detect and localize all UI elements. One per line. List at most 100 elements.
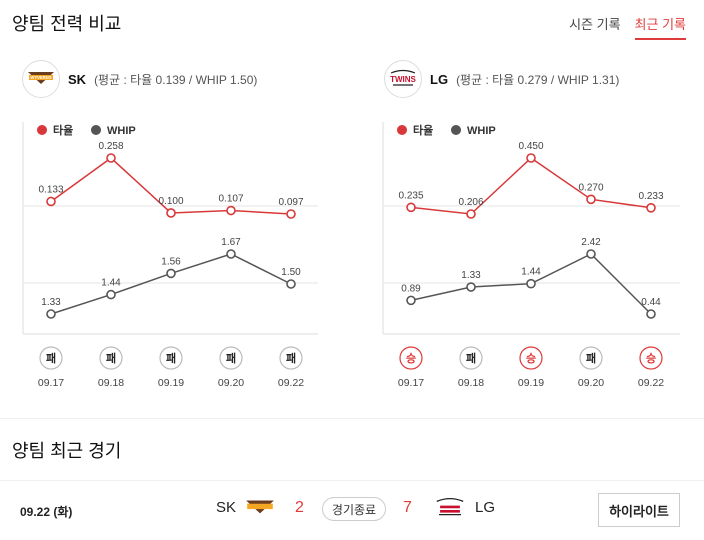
loss-badge	[279, 346, 303, 370]
x-tick-label: 09.22	[638, 377, 664, 389]
avg-point	[46, 196, 56, 207]
x-tick-label: 09.17	[38, 377, 64, 389]
whip-data-label: 1.67	[221, 237, 241, 248]
team-name: LG	[430, 71, 449, 87]
x-tick-label: 09.18	[458, 377, 484, 389]
whip-point	[586, 249, 596, 259]
result-label: 패	[466, 351, 476, 365]
legend-avg-swatch	[37, 125, 47, 135]
avg-point	[106, 153, 116, 163]
svg-text:TWINS: TWINS	[390, 75, 416, 84]
game-date: 09.22 (화)	[20, 505, 73, 519]
whip-data-label: 1.56	[161, 256, 181, 267]
x-tick-label: 09.20	[578, 377, 604, 389]
avg-data-label: 0.097	[278, 197, 303, 208]
lg-recent-chart: 타율 WHIP 0.235 0.206 0.450 0.270 0.233 0.89 1.33 1…	[382, 122, 680, 389]
result-label: 승	[646, 352, 656, 365]
avg-point	[286, 209, 296, 219]
game-status-badge: 경기종료	[322, 497, 386, 521]
avg-data-label: 0.107	[218, 194, 243, 205]
whip-data-label: 2.42	[581, 237, 601, 248]
whip-data-label: 1.44	[101, 278, 121, 289]
legend-whip-label: WHIP	[467, 125, 496, 137]
legend-avg-swatch	[397, 125, 407, 135]
avg-point	[406, 202, 416, 213]
result-label: 패	[286, 351, 296, 365]
result-label: 승	[526, 352, 536, 365]
result-label: 패	[166, 351, 176, 365]
avg-data-label: 0.133	[38, 184, 63, 195]
avg-point	[166, 208, 176, 218]
whip-point	[406, 295, 416, 306]
win-badge	[399, 346, 423, 370]
lg-logo: TWINS	[384, 60, 422, 98]
loss-badge	[219, 346, 243, 370]
wyverns-logo-icon: WYVERNS	[28, 72, 54, 84]
result-label: 패	[226, 351, 236, 365]
sk-logo: WYVERNS	[22, 60, 60, 98]
team-name: SK	[68, 71, 87, 87]
team-average: (평균 : 타율 0.279 / WHIP 1.31)	[456, 72, 620, 87]
whip-data-label: 1.44	[521, 267, 541, 278]
whip-point	[46, 309, 56, 319]
whip-point	[526, 278, 536, 289]
x-tick-label: 09.18	[98, 377, 124, 389]
legend-avg-label: 타율	[413, 123, 433, 137]
x-tick-label: 09.19	[158, 377, 184, 389]
avg-data-label: 0.233	[638, 191, 663, 202]
team-header-sk: WYVERNS SK (평균 : 타율 0.139 / WHIP 1.50)	[22, 60, 257, 98]
win-badge	[639, 346, 663, 370]
section-divider	[0, 418, 704, 419]
legend-whip-swatch	[451, 125, 461, 135]
tab-season[interactable]: 시즌 기록	[569, 17, 621, 32]
whip-point	[466, 282, 476, 292]
avg-data-label: 0.258	[98, 141, 123, 152]
legend-avg-label: 타율	[53, 123, 73, 137]
avg-point	[466, 209, 476, 219]
avg-data-label: 0.450	[518, 141, 543, 152]
avg-point	[646, 203, 656, 213]
whip-data-label: 1.33	[461, 270, 481, 281]
away-team-logo	[244, 497, 276, 524]
svg-text:WYVERNS: WYVERNS	[30, 75, 51, 80]
avg-point	[586, 194, 596, 205]
avg-point	[226, 205, 236, 216]
home-team-name: LG	[475, 499, 496, 516]
loss-badge	[579, 346, 603, 370]
whip-point	[226, 249, 236, 259]
loss-badge	[159, 346, 183, 370]
x-tick-label: 09.22	[278, 377, 304, 389]
result-label: 승	[406, 352, 416, 365]
home-score: 7	[403, 499, 412, 516]
away-score: 2	[295, 499, 304, 516]
record-tabs: 시즌 기록 최근 기록	[569, 14, 686, 40]
team-average: (평균 : 타율 0.139 / WHIP 1.50)	[94, 72, 258, 87]
legend-whip-label: WHIP	[107, 125, 136, 137]
whip-point	[286, 279, 296, 289]
avg-data-label: 0.270	[578, 182, 603, 193]
wyverns-logo-icon	[246, 500, 274, 514]
whip-data-label: 1.33	[41, 297, 61, 308]
home-team-logo	[432, 497, 468, 524]
x-tick-label: 09.19	[518, 377, 544, 389]
loss-badge	[99, 346, 123, 370]
whip-point	[646, 309, 656, 319]
win-badge	[519, 346, 543, 370]
result-label: 패	[586, 351, 596, 365]
x-tick-label: 09.20	[218, 377, 244, 389]
result-label: 패	[106, 351, 116, 365]
x-tick-label: 09.17	[398, 377, 424, 389]
game-row: 09.22 (화) SK 2 경기종료 7 LG 하이라이트	[0, 480, 704, 536]
away-team-name: SK	[216, 499, 237, 516]
tab-recent[interactable]: 최근 기록	[634, 14, 686, 40]
page-title: 양팀 전력 비교	[12, 14, 122, 34]
loss-badge	[39, 346, 63, 370]
whip-point	[166, 268, 176, 279]
whip-data-label: 1.50	[281, 267, 301, 278]
team-header-lg: TWINS LG (평균 : 타율 0.279 / WHIP 1.31)	[384, 60, 619, 98]
whip-point	[106, 289, 116, 300]
highlight-button[interactable]: 하이라이트	[598, 493, 680, 527]
avg-point	[526, 153, 536, 163]
whip-data-label: 0.89	[401, 283, 421, 294]
twins-logo-icon: TWINS	[390, 69, 417, 86]
